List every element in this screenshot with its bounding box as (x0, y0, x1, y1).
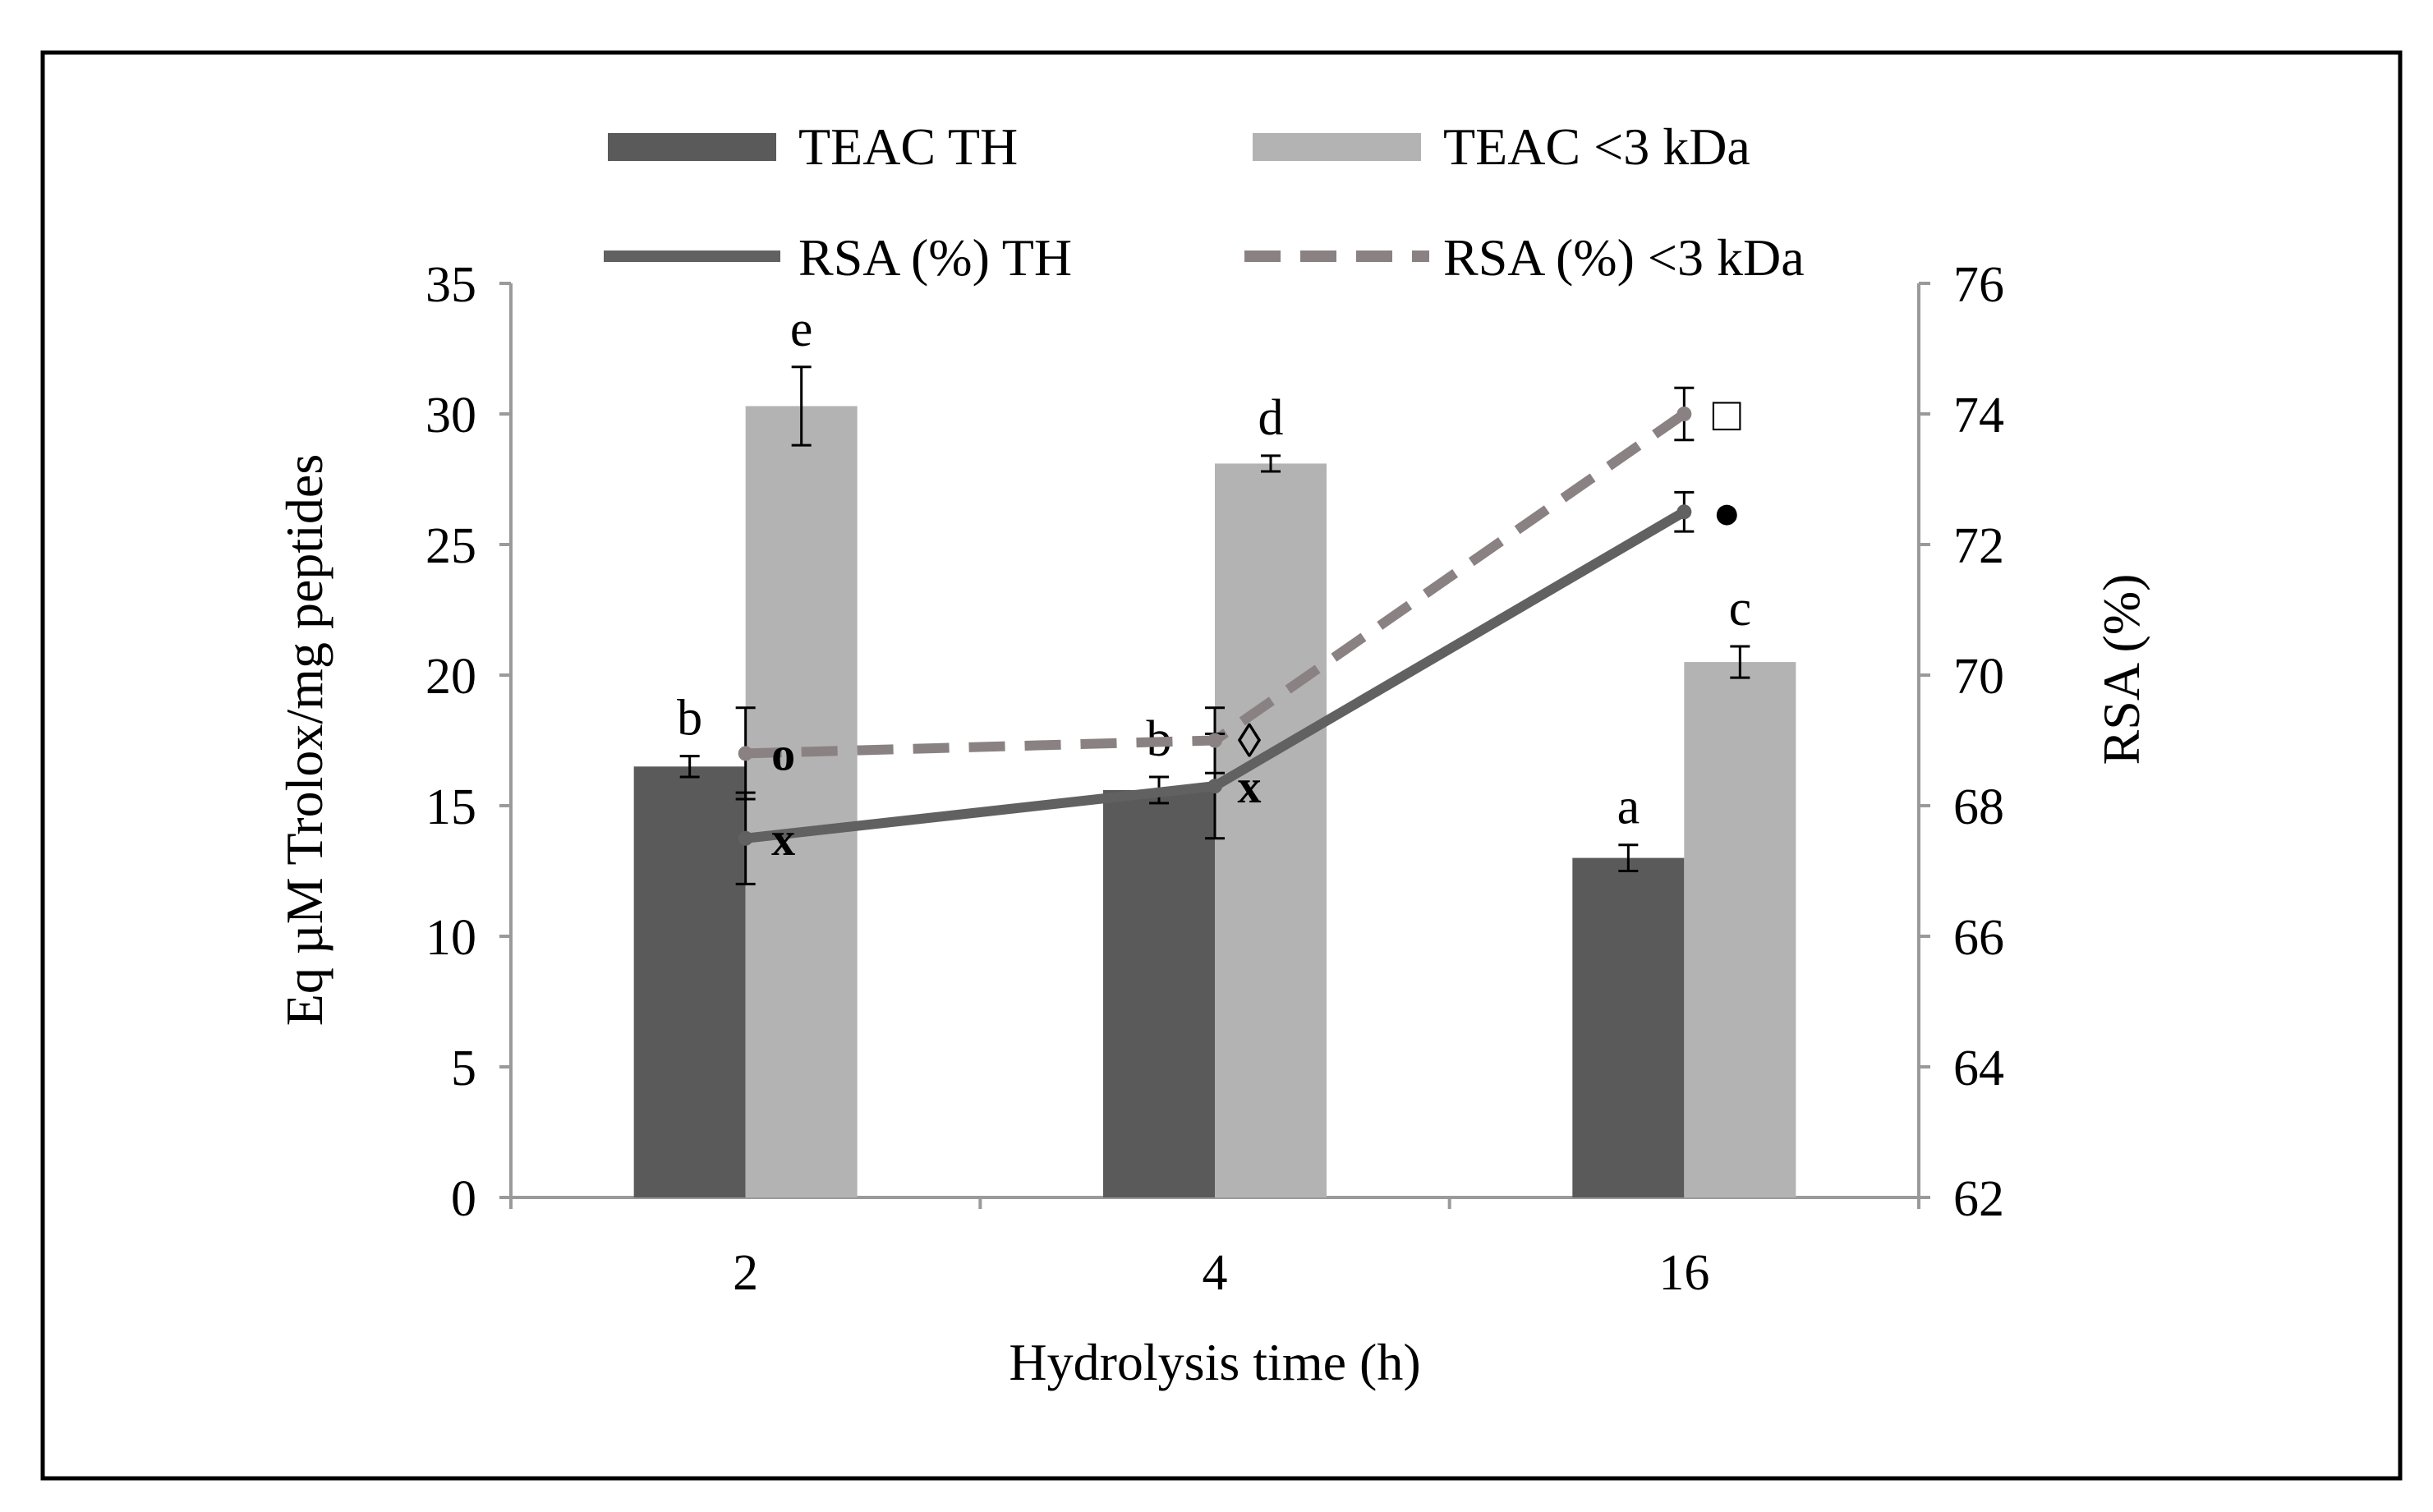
bar-letter: d (1258, 390, 1284, 446)
y-tick-left-label: 10 (425, 910, 476, 966)
y-ticks-left: 0 5 10 15 20 25 30 35 (425, 257, 511, 1227)
bar (1684, 662, 1796, 1197)
y-axis-label-right: RSA (%) (2092, 574, 2150, 765)
y-tick-right-label: 66 (1953, 910, 2004, 966)
line-point (1207, 779, 1222, 794)
bar (1215, 463, 1327, 1197)
legend-swatch-teac-3kda (1253, 133, 1421, 161)
y-tick-left-label: 20 (425, 649, 476, 705)
line-marker: x (771, 812, 795, 866)
x-tick-label: 2 (733, 1245, 758, 1301)
y-tick-left-label: 25 (425, 518, 476, 574)
y-tick-right-label: 70 (1953, 649, 2004, 705)
legend-label-teac-th: TEAC TH (798, 117, 1018, 176)
line-point (1676, 504, 1692, 520)
x-tick-label: 4 (1203, 1245, 1228, 1301)
bar (1572, 857, 1685, 1197)
line-marker: o (771, 727, 795, 780)
line-point (1207, 733, 1222, 748)
y-tick-right-label: 76 (1953, 257, 2004, 313)
y-tick-right-label: 64 (1953, 1041, 2004, 1096)
line-point (738, 830, 753, 846)
x-ticks: 2 4 16 (509, 1197, 1920, 1301)
bar-letter: a (1617, 779, 1640, 835)
y-tick-left-label: 0 (451, 1171, 476, 1227)
legend-swatch-teac-th (608, 133, 776, 161)
bar (745, 406, 858, 1198)
y-tick-right-label: 72 (1953, 518, 2004, 574)
bar-error-bar (1618, 843, 1639, 872)
x-tick-label: 16 (1658, 1245, 1709, 1301)
bar-error-bar (679, 755, 700, 779)
x-axis-label: Hydrolysis time (h) (1009, 1333, 1420, 1391)
legend: TEAC TH TEAC <3 kDa RSA (%) TH RSA (%) <… (604, 117, 1805, 287)
y-ticks-right: 62 64 66 68 70 72 74 76 (1919, 257, 2004, 1227)
legend-label-teac-3kda: TEAC <3 kDa (1443, 117, 1750, 176)
y-tick-left-label: 30 (425, 388, 476, 443)
legend-label-rsa-th: RSA (%) TH (798, 228, 1072, 287)
y-tick-left-label: 35 (425, 257, 476, 313)
y-tick-right-label: 62 (1953, 1171, 2004, 1227)
line-point (738, 746, 753, 761)
y-tick-left-label: 15 (425, 779, 476, 835)
bar-error-bar (1261, 454, 1281, 473)
bar (633, 766, 746, 1197)
bar-letter: b (677, 691, 702, 747)
y-axis-label-left: Eq µM Trolox/mg peptides (275, 454, 333, 1027)
y-tick-left-label: 5 (451, 1041, 476, 1096)
bar-letter: c (1729, 581, 1752, 637)
y-tick-right-label: 74 (1953, 388, 2004, 443)
y-tick-right-label: 68 (1953, 779, 2004, 835)
bar-error-bar (791, 365, 812, 447)
line-point (1676, 407, 1692, 421)
line-marker: x (1238, 760, 1262, 813)
bar-error-bar (1730, 645, 1750, 679)
line-marker: □ (1713, 388, 1741, 441)
line-marker: ● (1713, 485, 1741, 539)
bar-letter: e (790, 301, 813, 357)
lines: x x ● o ◊ □ (735, 386, 1741, 885)
legend-label-rsa-3kda: RSA (%) <3 kDa (1443, 228, 1805, 287)
bar (1103, 789, 1215, 1197)
line-marker: ◊ (1238, 715, 1262, 768)
